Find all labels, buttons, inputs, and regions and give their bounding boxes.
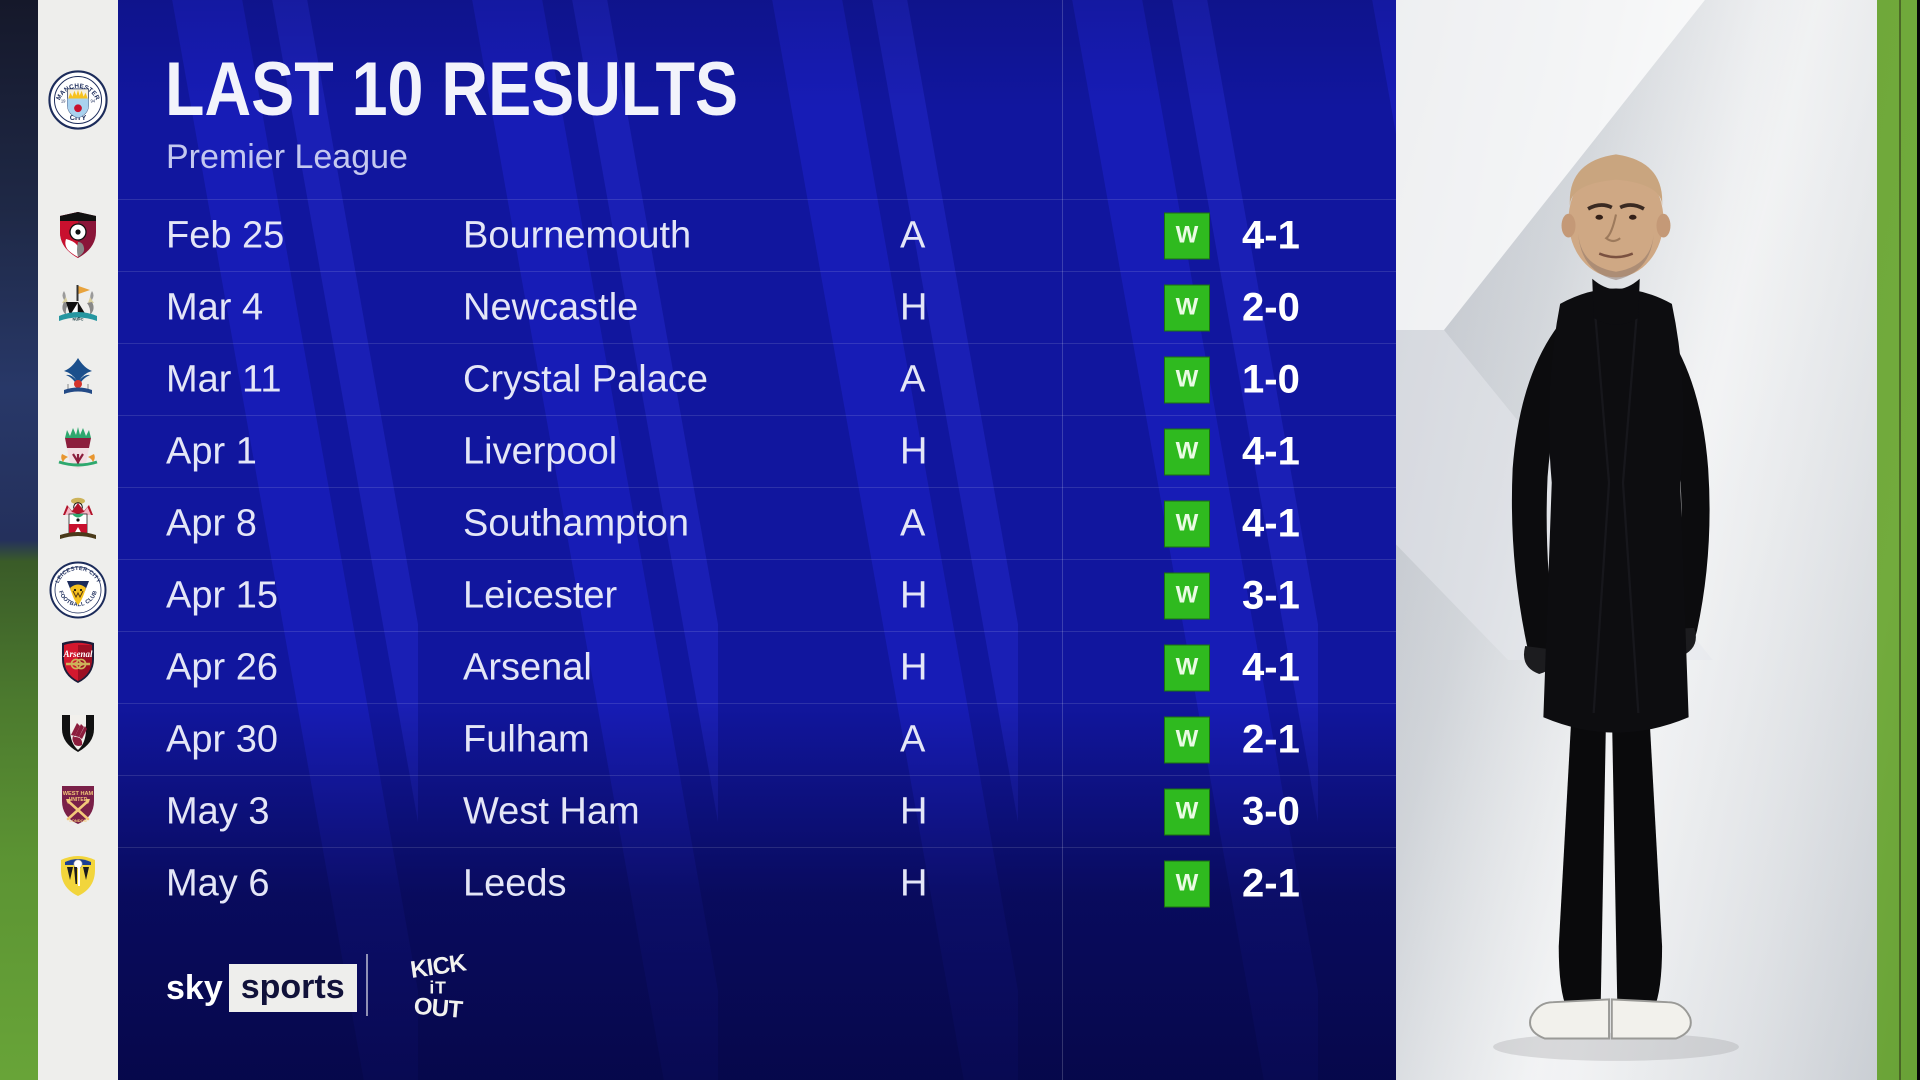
- svg-text:NUFC: NUFC: [72, 316, 83, 321]
- svg-text:LONDON: LONDON: [69, 818, 86, 823]
- svg-text:Arsenal: Arsenal: [62, 649, 93, 659]
- svg-text:OUT: OUT: [413, 993, 465, 1024]
- svg-text:19: 19: [61, 98, 66, 103]
- svg-text:94: 94: [90, 98, 95, 103]
